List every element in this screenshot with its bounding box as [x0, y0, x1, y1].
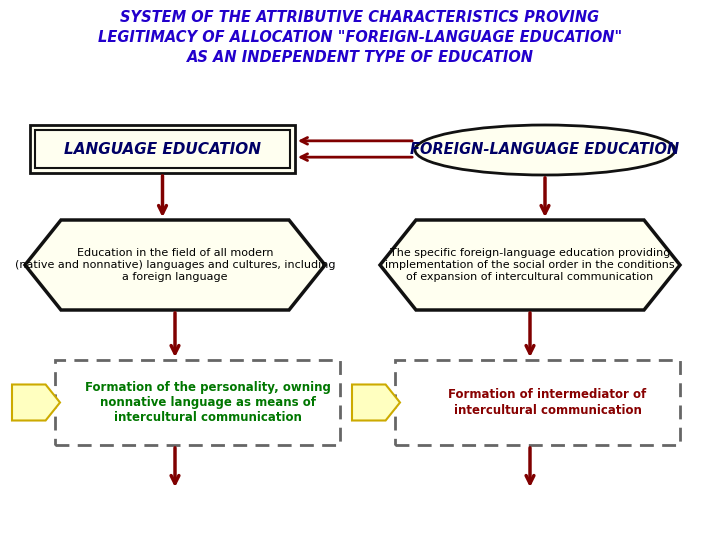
Bar [55, 360, 340, 445]
Polygon shape [25, 220, 325, 310]
Polygon shape [380, 220, 680, 310]
Text: LEGITIMACY OF ALLOCATION "FOREIGN-LANGUAGE EDUCATION": LEGITIMACY OF ALLOCATION "FOREIGN-LANGUA… [98, 30, 622, 45]
Text: LANGUAGE EDUCATION: LANGUAGE EDUCATION [64, 141, 261, 157]
Text: Formation of intermediator of
intercultural communication: Formation of intermediator of intercultu… [449, 388, 647, 416]
Text: Education in the field of all modern
(native and nonnative) languages and cultur: Education in the field of all modern (na… [14, 248, 336, 281]
Polygon shape [12, 384, 60, 421]
Text: SYSTEM OF THE ATTRIBUTIVE CHARACTERISTICS PROVING: SYSTEM OF THE ATTRIBUTIVE CHARACTERISTIC… [120, 10, 600, 25]
Polygon shape [352, 384, 400, 421]
Text: Formation of the personality, owning
nonnative language as means of
intercultura: Formation of the personality, owning non… [84, 381, 330, 424]
Bar [35, 130, 290, 168]
Text: AS AN INDEPENDENT TYPE OF EDUCATION: AS AN INDEPENDENT TYPE OF EDUCATION [186, 50, 534, 65]
Ellipse shape [415, 125, 675, 175]
Bar [395, 360, 680, 445]
Bar [30, 125, 295, 173]
Text: The specific foreign-language education providing
implementation of the social o: The specific foreign-language education … [385, 248, 675, 281]
Text: FOREIGN-LANGUAGE EDUCATION: FOREIGN-LANGUAGE EDUCATION [410, 143, 680, 158]
